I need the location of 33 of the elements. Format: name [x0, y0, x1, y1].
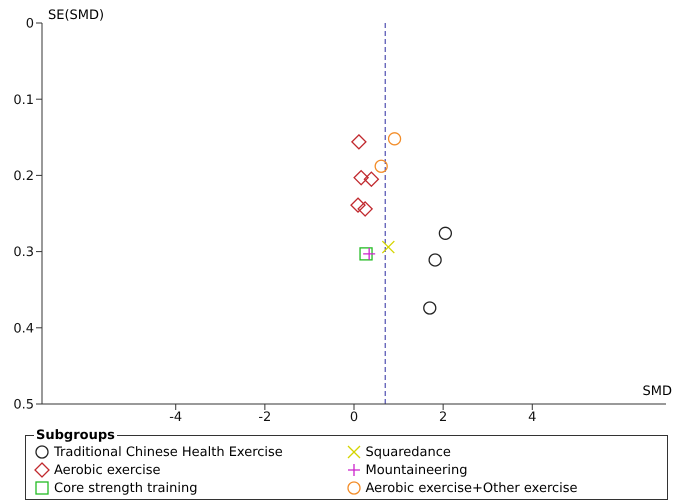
point: [362, 247, 376, 261]
y-tick-label: 0.4: [13, 321, 34, 336]
y-tick-label: 0.5: [13, 398, 34, 413]
x-tick-label: 4: [528, 410, 536, 426]
point: [350, 197, 366, 213]
y-tick-label: 0.3: [13, 245, 34, 260]
point: [374, 160, 388, 173]
legend-title: Subgroups: [35, 428, 116, 443]
legend-label: Mountaineering: [366, 462, 468, 478]
point: [364, 172, 380, 187]
y-tick-label: 0.2: [13, 169, 34, 184]
x-tick-label: -2: [258, 410, 272, 426]
point: [423, 301, 436, 315]
point: [438, 226, 452, 240]
point: [382, 240, 395, 254]
point: [353, 170, 369, 186]
x-tick-label: -4: [169, 410, 182, 426]
point: [357, 201, 373, 217]
legend-label: Aerobic exercise: [54, 462, 160, 478]
y-axis-title: SE(SMD): [48, 8, 104, 23]
point: [351, 134, 367, 150]
legend-label: Squaredance: [366, 444, 451, 460]
point: [359, 247, 373, 261]
y-tick-label: 0.1: [13, 92, 34, 108]
legend-label: Traditional Chinese Health Exercise: [54, 444, 283, 460]
y-tick-label: 0: [26, 16, 34, 32]
legend-label: Core strength training: [54, 480, 198, 496]
x-axis-title: SMD: [642, 384, 672, 399]
legend-label: Aerobic exercise+Other exercise: [366, 480, 578, 496]
x-tick-label: 2: [439, 410, 448, 426]
point: [428, 253, 442, 267]
x-tick-label: 0: [350, 410, 358, 426]
point: [388, 132, 402, 146]
